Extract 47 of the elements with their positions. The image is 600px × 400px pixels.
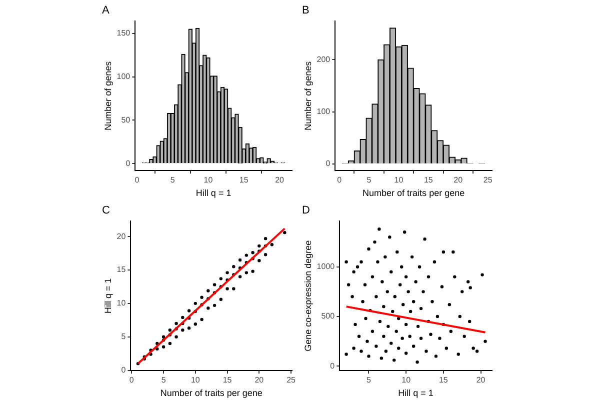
x-tick-label: 15	[438, 376, 448, 385]
x-tick-label: 10	[204, 176, 214, 185]
y-axis-title: Hill q = 1	[102, 278, 113, 314]
x-tick-label: 20	[275, 176, 285, 185]
x-tick-label: 0	[337, 176, 342, 185]
x-tick-label: 15	[239, 176, 249, 185]
x-axis-title: Number of traits per gene	[362, 188, 465, 198]
x-axis-title: Number of traits per gene	[160, 388, 262, 398]
x-tick-label: 20	[454, 176, 464, 185]
x-tick-label: 10	[402, 376, 412, 385]
y-tick-label: 150	[116, 28, 131, 38]
x-tick-label: 5	[161, 376, 166, 385]
chart-title: A	[102, 4, 110, 17]
y-tick-label: 500	[321, 312, 336, 321]
x-tick-label: 20	[254, 376, 264, 385]
y-tick-label: 0	[126, 158, 131, 168]
chart-title: D	[302, 204, 310, 217]
x-tick-label: 5	[366, 376, 372, 385]
y-tick-label: 20	[116, 232, 126, 241]
x-axis-title: Hill q = 1	[196, 188, 232, 198]
y-tick-label: 5	[121, 332, 126, 342]
x-tick-label: 5	[366, 176, 372, 185]
x-tick-label: 10	[394, 176, 404, 185]
x-tick-label: 5	[170, 176, 176, 185]
y-axis-title: Gene co-expression degree	[302, 240, 313, 352]
x-tick-label: 0	[134, 176, 140, 185]
y-tick-label: 100	[316, 106, 331, 116]
y-tick-label: 1000	[316, 262, 336, 272]
x-tick-label: 25	[483, 176, 493, 185]
y-tick-label: 15	[116, 265, 126, 274]
y-tick-label: 50	[121, 115, 131, 124]
chart-title: B	[302, 4, 310, 17]
y-tick-label: 100	[116, 72, 131, 81]
x-tick-label: 25	[286, 376, 296, 385]
chart-title: C	[102, 204, 110, 217]
x-tick-label: 15	[424, 176, 434, 185]
y-tick-label: 0	[330, 361, 336, 370]
x-tick-label: 10	[190, 376, 200, 385]
x-tick-label: 15	[222, 376, 232, 385]
y-tick-label: 0	[326, 159, 331, 168]
y-axis-title: Number of genes	[102, 60, 113, 130]
y-tick-label: 200	[316, 54, 331, 64]
x-tick-label: 20	[476, 376, 486, 385]
y-axis-title: Number of genes	[302, 60, 313, 130]
y-tick-label: 0	[121, 365, 126, 374]
y-tick-label: 10	[116, 298, 126, 308]
x-axis-title: Hill q = 1	[398, 388, 434, 398]
